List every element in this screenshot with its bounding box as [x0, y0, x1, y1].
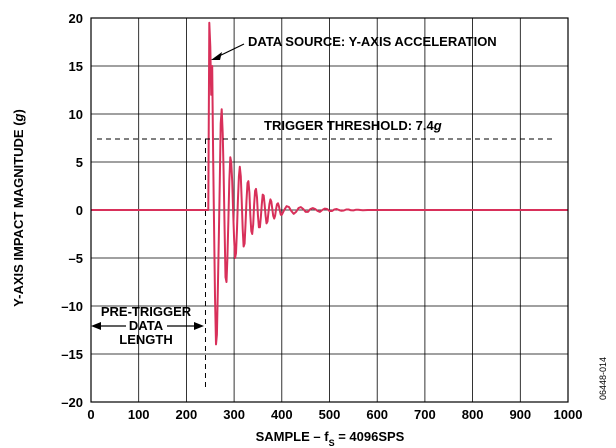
plot-frame	[90, 17, 569, 403]
y-tick-label: –15	[61, 347, 83, 362]
y-tick-label: –10	[61, 299, 83, 314]
x-tick-label: 300	[223, 407, 245, 422]
tick-labels: 0 100 200 300 400 500 600 700 800 900 1000 20 15 10 5 0…	[61, 11, 582, 422]
x-tick-label: 500	[319, 407, 341, 422]
x-tick-label: 100	[128, 407, 150, 422]
pretrigger-line3: LENGTH	[119, 332, 172, 347]
series-layer	[91, 21, 568, 346]
pretrigger-arrowhead-left	[91, 322, 101, 330]
y-tick-label: 0	[76, 203, 83, 218]
x-tick-label: 900	[509, 407, 531, 422]
x-tick-label: 0	[87, 407, 94, 422]
x-tick-label: 700	[414, 407, 436, 422]
pretrigger-arrowhead-right	[194, 322, 204, 330]
pretrigger-line1: PRE-TRIGGER	[101, 304, 192, 319]
x-tick-label: 400	[271, 407, 293, 422]
y-tick-label: –5	[69, 251, 83, 266]
trigger-threshold-label: TRIGGER THRESHOLD: 7.4g	[264, 118, 442, 133]
x-axis-title: SAMPLE – fS = 4096SPS	[256, 429, 405, 448]
data-source-label: DATA SOURCE: Y-AXIS ACCELERATION	[248, 34, 497, 49]
figure-id: 06448-014	[598, 357, 608, 400]
y-tick-label: 10	[69, 107, 83, 122]
pretrigger-line2: DATA	[129, 318, 164, 333]
y-axis-title: Y-AXIS IMPACT MAGNITUDE (g)	[11, 109, 26, 307]
annotations: DATA SOURCE: Y-AXIS ACCELERATION TRIGGER…	[91, 34, 554, 390]
x-tick-label: 200	[176, 407, 198, 422]
y-tick-label: 15	[69, 59, 83, 74]
data-source-arrowhead	[211, 52, 222, 60]
y-tick-label: 20	[69, 11, 83, 26]
series-line-y-axis-acceleration	[91, 21, 568, 346]
y-tick-label: –20	[61, 395, 83, 410]
y-tick-label: 5	[76, 155, 83, 170]
x-tick-label: 1000	[554, 407, 583, 422]
x-tick-label: 600	[366, 407, 388, 422]
x-tick-label: 800	[462, 407, 484, 422]
